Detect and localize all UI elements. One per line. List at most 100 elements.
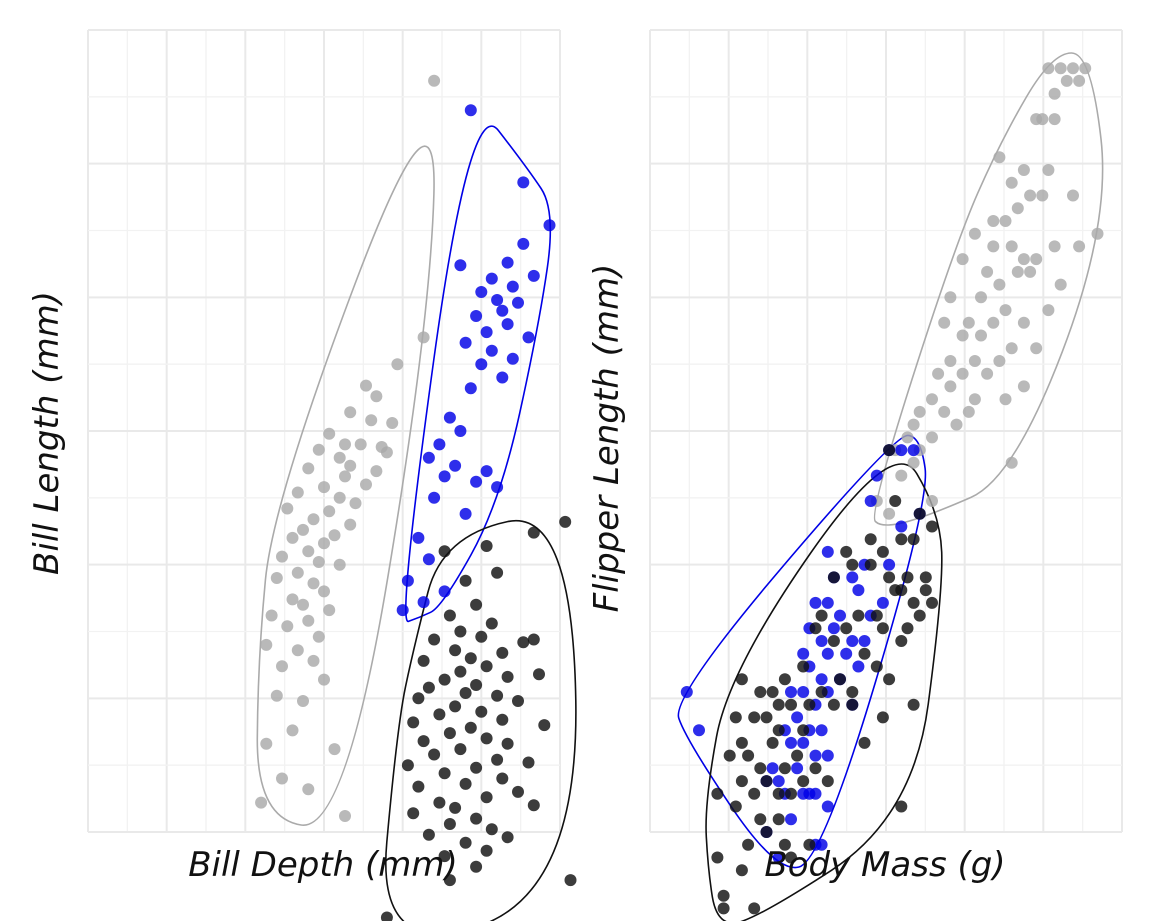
flipper-group-3-point bbox=[766, 686, 779, 698]
flipper-group-1-point bbox=[956, 367, 969, 380]
bill-group-2-point bbox=[485, 272, 498, 285]
flipper-group-1-point bbox=[981, 265, 994, 278]
flipper-group-1-point bbox=[1073, 74, 1086, 87]
flipper-group-3-point bbox=[772, 813, 785, 826]
flipper-group-1-point bbox=[1042, 164, 1055, 176]
flipper-group-1-point bbox=[926, 431, 938, 444]
flipper-group-3-outline bbox=[705, 463, 943, 921]
flipper-group-1-point bbox=[1011, 265, 1024, 278]
bill-group-2-point bbox=[496, 304, 509, 317]
flipper-group-1-point bbox=[1073, 240, 1086, 253]
bill-group-1-point bbox=[312, 443, 325, 456]
bill-group-3-point bbox=[501, 670, 514, 683]
bill-group-1-point bbox=[276, 550, 288, 563]
bill-group-2-point bbox=[464, 382, 477, 395]
flipper-group-3-point bbox=[711, 851, 724, 864]
flipper-group-2-point bbox=[876, 596, 889, 609]
bill-group-1-outline bbox=[256, 145, 435, 826]
bill-group-3-point bbox=[417, 735, 430, 748]
bill-group-3-point bbox=[485, 823, 498, 836]
flipper-group-1-point bbox=[975, 291, 987, 304]
flipper-group-1-point bbox=[950, 418, 963, 431]
bill-group-1-point bbox=[417, 331, 430, 344]
flipper-group-3-point bbox=[735, 673, 748, 686]
flipper-group-2-point bbox=[846, 571, 859, 584]
bill-group-3-point bbox=[527, 526, 540, 539]
flipper-group-1-point bbox=[956, 329, 969, 342]
bill-group-2-point bbox=[475, 286, 488, 298]
bill-group-1-point bbox=[333, 558, 346, 571]
flipper-group-3-point bbox=[883, 673, 896, 686]
flipper-group-2-point bbox=[864, 495, 877, 507]
flipper-group-1-point bbox=[1005, 240, 1018, 253]
bill-group-2-point bbox=[470, 310, 483, 322]
bill-group-2-point bbox=[527, 269, 540, 282]
flipper-group-2-point bbox=[797, 647, 810, 660]
flipper-group-3-point bbox=[735, 775, 748, 788]
flipper-group-1-point bbox=[975, 329, 987, 342]
bill-group-3-point bbox=[412, 780, 425, 793]
flipper-group-3-point bbox=[711, 787, 724, 800]
bill-group-1-point bbox=[291, 486, 304, 499]
flipper-group-1-point bbox=[962, 316, 975, 329]
flipper-group-3-point bbox=[754, 762, 767, 775]
bill-group-3-point bbox=[475, 630, 488, 643]
bill-group-1-point bbox=[291, 566, 304, 579]
flipper-group-3-point bbox=[919, 571, 932, 584]
flipper-group-2-point bbox=[791, 711, 804, 724]
flipper-group-3-point bbox=[840, 545, 853, 558]
bill-group-1-point bbox=[344, 406, 357, 419]
flipper-group-2-point bbox=[821, 800, 834, 813]
flipper-group-3-point bbox=[821, 775, 834, 788]
flipper-group-1-point bbox=[901, 431, 914, 444]
bill-group-3-point bbox=[407, 807, 420, 820]
bill-group-3-point bbox=[475, 705, 488, 718]
bill-group-3-point bbox=[496, 646, 509, 659]
flipper-group-3-point bbox=[858, 647, 871, 660]
bill-group-3-point bbox=[485, 617, 498, 630]
flipper-group-1-point bbox=[999, 393, 1012, 406]
flipper-group-1-point bbox=[981, 367, 994, 380]
flipper-group-1-point bbox=[944, 291, 957, 304]
bill-group-3-point bbox=[533, 668, 545, 681]
bill-group-3-point bbox=[438, 673, 451, 686]
flipper-group-1-point bbox=[968, 393, 981, 406]
bill-group-3-point bbox=[480, 844, 493, 857]
bill-group-1-point bbox=[391, 358, 404, 371]
bill-group-1-point bbox=[307, 654, 320, 667]
flipper-group-3-point bbox=[735, 736, 748, 749]
bill-group-1-point bbox=[270, 572, 283, 584]
flipper-group-1-point bbox=[1036, 189, 1049, 202]
flipper-group-2-point bbox=[852, 584, 865, 597]
bill-group-2-point bbox=[454, 259, 467, 272]
flipper-group-2-point bbox=[907, 444, 920, 457]
flipper-group-3-point bbox=[926, 596, 938, 609]
bill-group-1-point bbox=[354, 438, 367, 451]
flipper-group-1-point bbox=[1017, 380, 1030, 393]
flipper-group-1-point bbox=[999, 304, 1012, 317]
bill-group-2-point bbox=[438, 470, 451, 483]
bill-group-3-point bbox=[480, 732, 493, 745]
bill-group-1-point bbox=[333, 451, 346, 464]
flipper-group-3-point bbox=[834, 673, 846, 686]
flipper-x-axis-title: Body Mass (g) bbox=[764, 845, 1005, 885]
flipper-group-1-point bbox=[1011, 202, 1024, 215]
flipper-group-3-point bbox=[748, 787, 761, 800]
flipper-group-2-point bbox=[895, 444, 908, 457]
flipper-group-3-point bbox=[895, 533, 908, 546]
bill-group-2-point bbox=[412, 531, 425, 544]
bill-group-2-point bbox=[417, 596, 430, 609]
flipper-group-1-point bbox=[1067, 189, 1079, 202]
flipper-group-3-point bbox=[772, 724, 785, 737]
bill-group-2-point bbox=[396, 604, 409, 617]
bill-group-1-point bbox=[286, 531, 299, 544]
bill-points bbox=[255, 74, 577, 921]
flipper-group-3-point bbox=[846, 558, 859, 571]
flipper-group-3-point bbox=[815, 686, 828, 698]
flipper-group-2-point bbox=[815, 724, 828, 737]
flipper-group-1-point bbox=[1024, 189, 1037, 202]
bill-group-1-point bbox=[281, 620, 294, 633]
bill-group-3-point bbox=[449, 644, 462, 657]
bill-group-1-point bbox=[370, 390, 383, 403]
flipper-group-1-point bbox=[926, 495, 938, 507]
